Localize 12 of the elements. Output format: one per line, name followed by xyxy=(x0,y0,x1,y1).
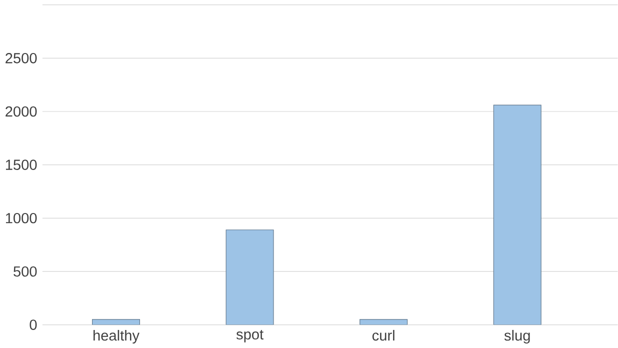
x-tick-label: healthy xyxy=(94,330,140,344)
bar xyxy=(493,104,542,325)
y-tick-label: 1500 xyxy=(6,159,37,170)
y-tick-label: 1000 xyxy=(6,212,37,224)
y-tick-label: 2000 xyxy=(6,106,37,116)
bar xyxy=(226,229,274,325)
x-tick-label: spot xyxy=(236,330,264,342)
y-tick-label: 500 xyxy=(14,266,37,276)
x-tick-label: curl xyxy=(372,330,394,340)
x-tick-label: slug xyxy=(504,330,530,344)
y-tick-label: 0 xyxy=(30,319,37,330)
y-tick-label: 2500 xyxy=(6,52,37,64)
